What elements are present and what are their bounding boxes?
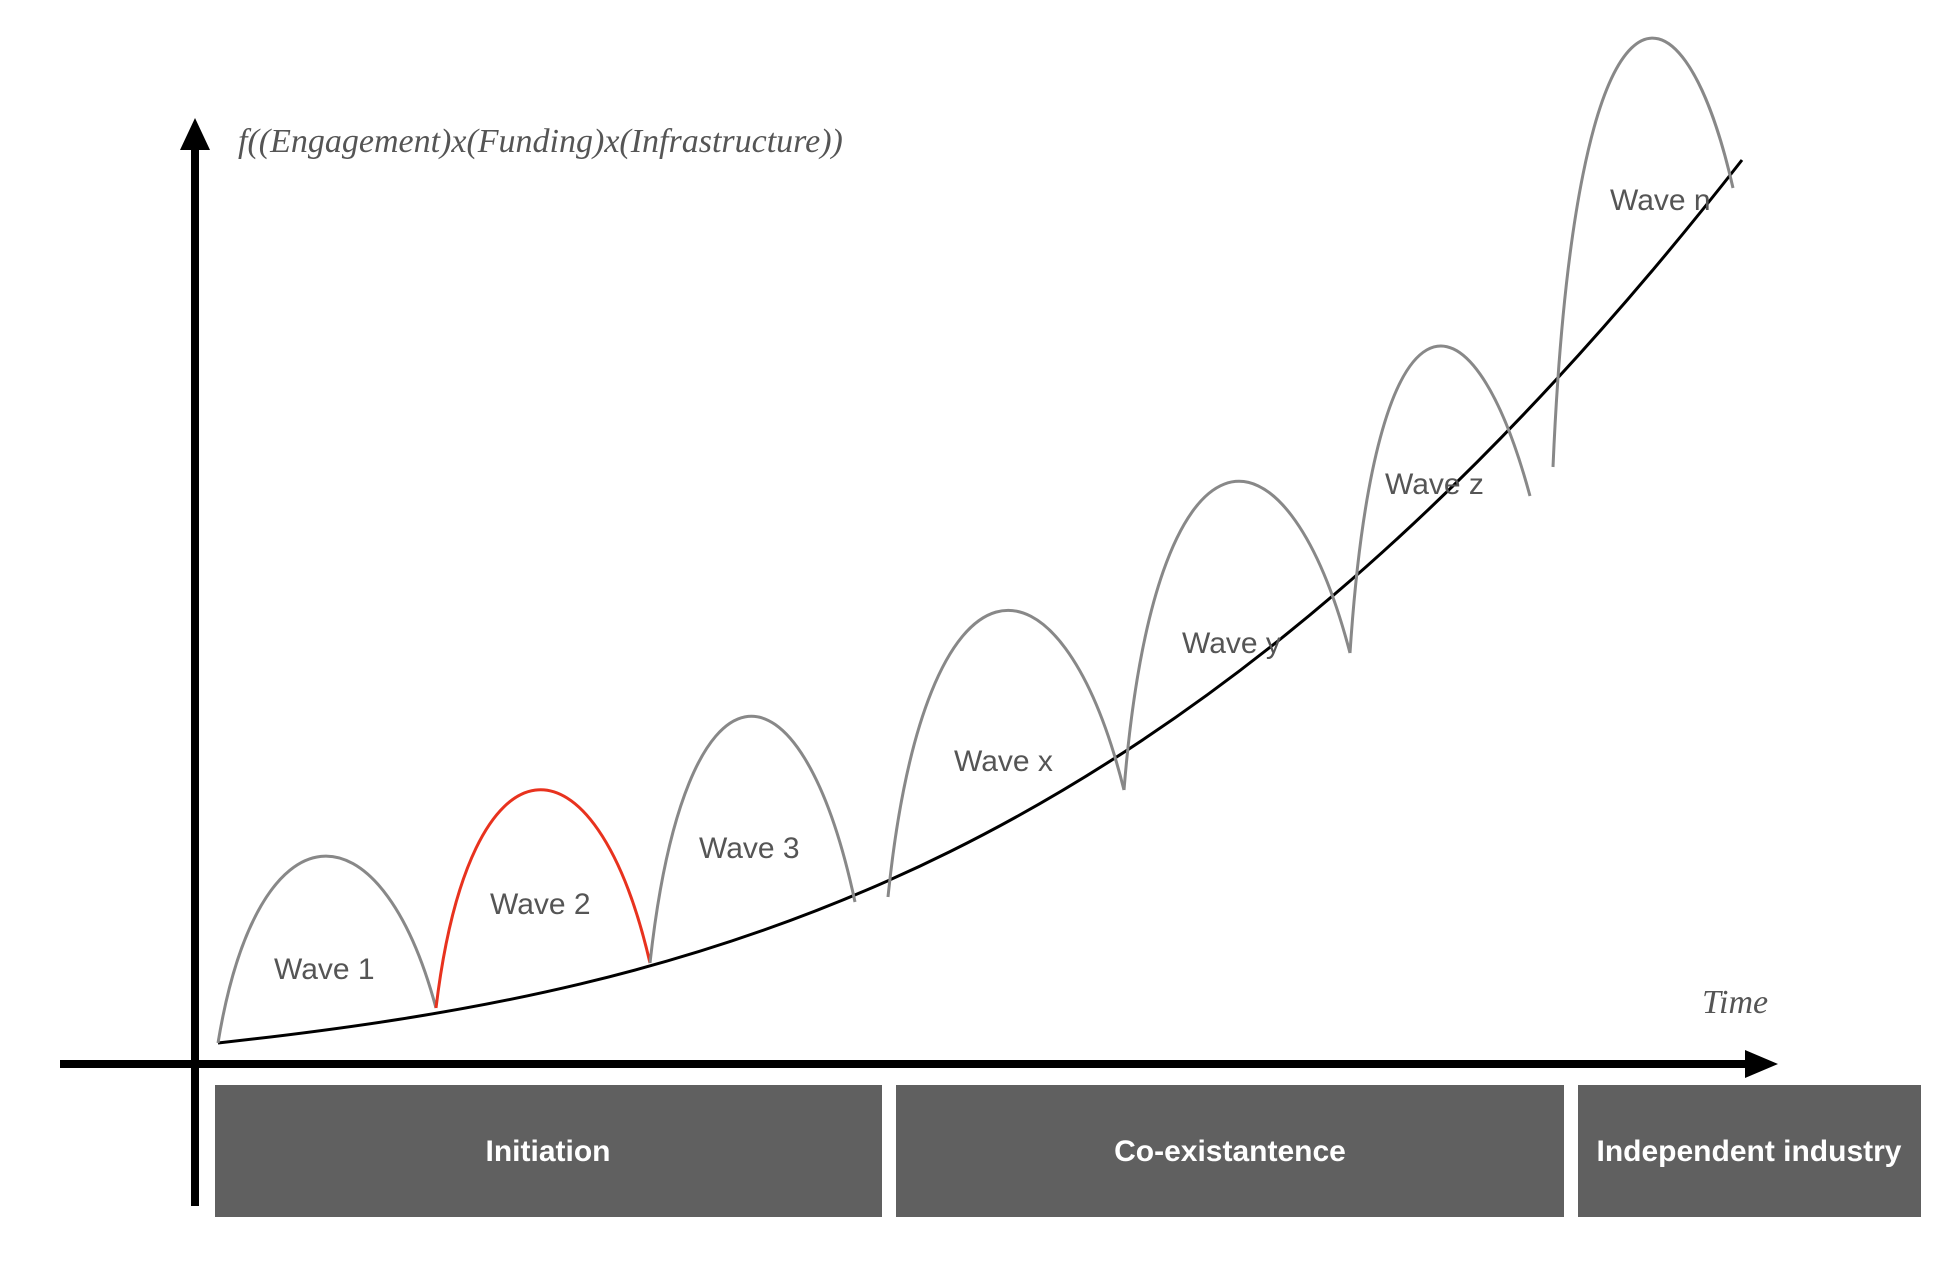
wave-1-arc	[216, 854, 438, 1044]
wave-z-label: Wave z	[1385, 468, 1484, 501]
wave-y-arc	[1122, 480, 1352, 791]
phase-coexistence-box	[896, 1085, 1564, 1217]
wave-n-arc	[1551, 36, 1735, 468]
wave-n-label: Wave n	[1610, 184, 1711, 217]
wave-x-label: Wave x	[954, 745, 1053, 778]
y-axis-arrowhead	[180, 118, 210, 150]
wave-2-label: Wave 2	[490, 888, 591, 921]
wave-1-label: Wave 1	[274, 953, 375, 986]
wave-3-arc	[648, 714, 857, 964]
wave-2-arc	[434, 788, 652, 1009]
phase-initiation-box	[215, 1085, 882, 1217]
wave-y-label: Wave y	[1182, 627, 1281, 660]
wave-x-arc	[886, 608, 1126, 898]
wave-3-label: Wave 3	[699, 832, 800, 865]
y-axis-label: f((Engagement)x(Funding)x(Infrastructure…	[238, 123, 843, 160]
phase-independent-label: Independent industry	[1596, 1135, 1901, 1168]
phase-initiation-label: Initiation	[486, 1135, 611, 1168]
growth-curve	[217, 159, 1744, 1045]
x-axis-label: Time	[1702, 984, 1768, 1021]
x-axis-arrowhead	[1745, 1050, 1778, 1078]
phase-coexistence-label: Co-existantence	[1114, 1135, 1346, 1168]
phase-independent-box	[1578, 1085, 1921, 1217]
wave-z-arc	[1348, 344, 1532, 654]
